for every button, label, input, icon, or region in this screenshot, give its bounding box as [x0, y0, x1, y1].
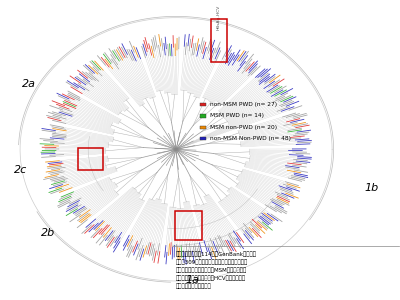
Bar [200, 137, 206, 140]
Text: 1b: 1b [364, 183, 378, 193]
Text: non-MSM PWD (n= 27): non-MSM PWD (n= 27) [210, 102, 277, 107]
Bar [175, 211, 202, 240]
Text: MSM PWD (n= 14): MSM PWD (n= 14) [210, 113, 264, 119]
Text: 2a: 2a [22, 79, 36, 89]
Bar [211, 19, 227, 62]
Bar [200, 126, 206, 129]
Text: 2c: 2c [14, 165, 27, 175]
Text: 2b: 2b [42, 228, 56, 238]
Text: 本研究で得られた114株とGenBankから検索
された309株の参照株により作成した系統樹。
赤枠で囲んだところでは、MSM間で注射薬物
使用歴の有無に関わら: 本研究で得られた114株とGenBankから検索 された309株の参照株により作… [176, 252, 257, 289]
Bar [78, 148, 103, 169]
Text: non-MSM Non-PWD (n= 48): non-MSM Non-PWD (n= 48) [210, 136, 290, 141]
Text: MSM non-PWD (n= 20): MSM non-PWD (n= 20) [210, 125, 277, 130]
Text: 1a: 1a [185, 275, 199, 285]
Text: HBsAg-HCV: HBsAg-HCV [216, 5, 220, 30]
Bar [200, 103, 206, 106]
Bar [200, 114, 206, 118]
